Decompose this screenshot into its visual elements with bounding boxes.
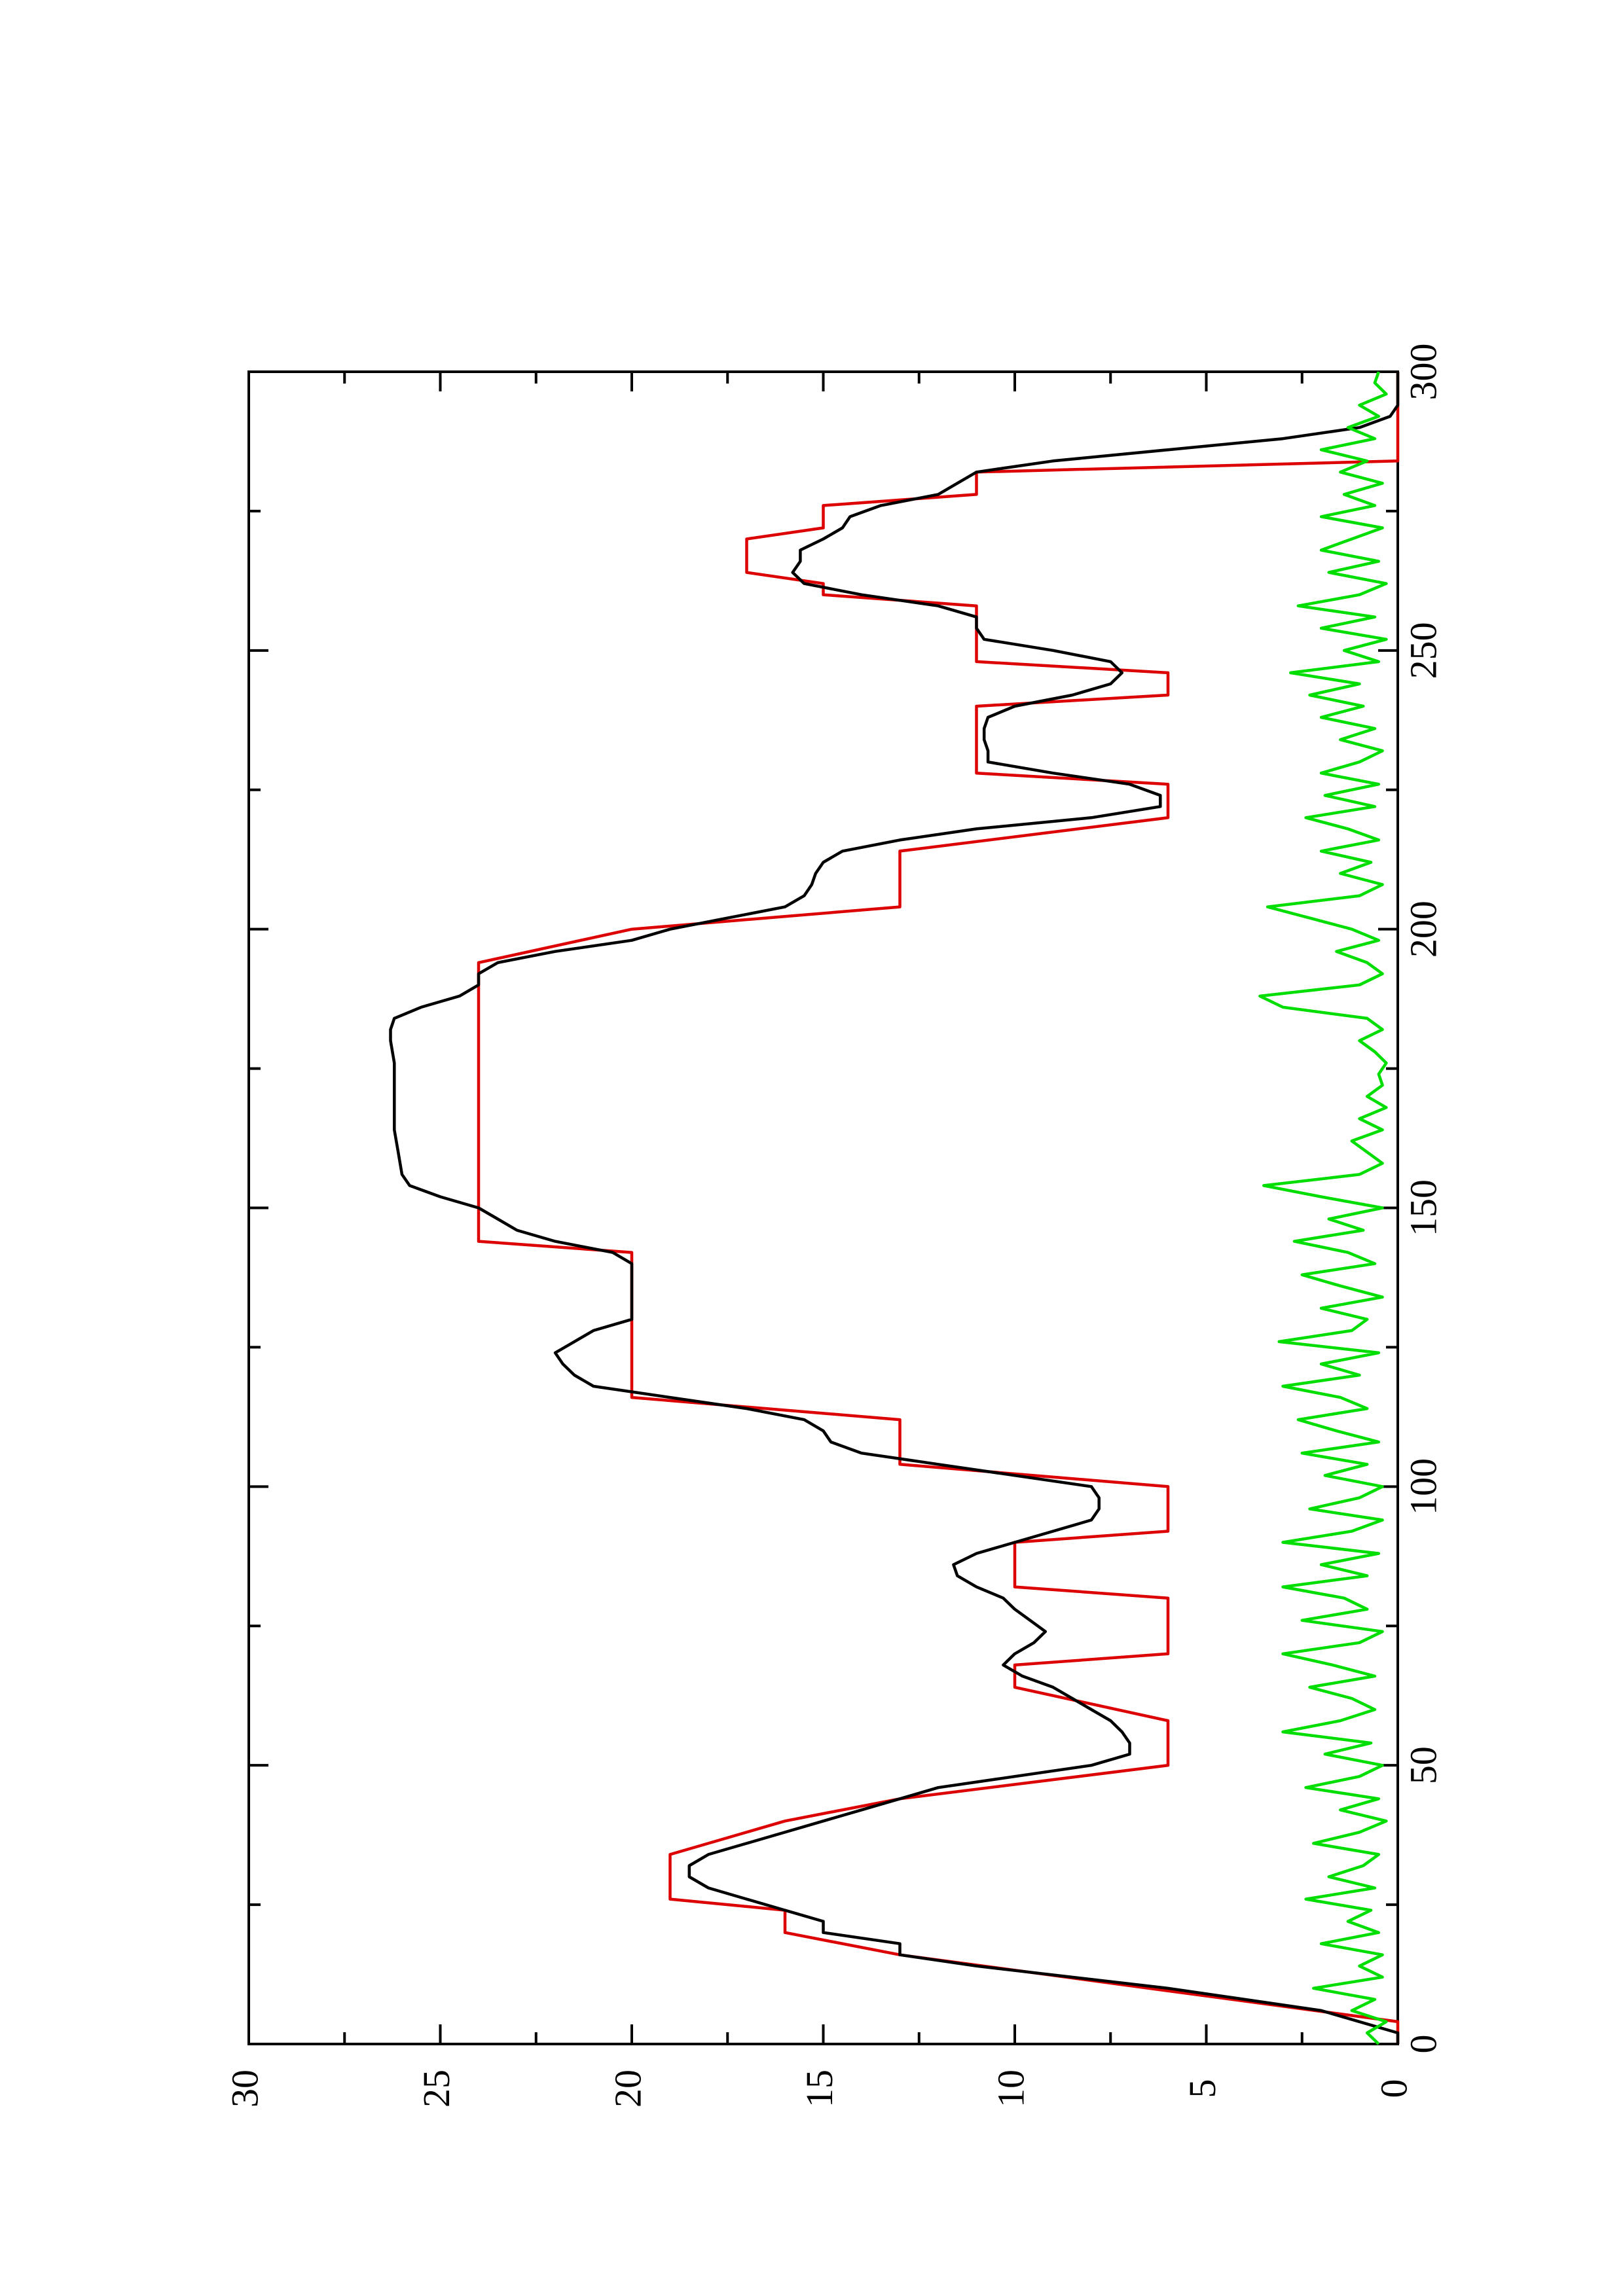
x-tick-label: 200	[1402, 901, 1444, 958]
series-line-2	[389, 372, 1400, 2044]
x-tick-label: 100	[1402, 1458, 1444, 1515]
x-tick-label: 300	[1402, 344, 1444, 401]
x-tick-label: 50	[1402, 1746, 1444, 1784]
x-tick-labels: 0 50 100 150 200 250 300	[1402, 344, 1444, 2054]
plot-frame	[247, 370, 1399, 2045]
y-tick-label: 30	[223, 2070, 266, 2108]
y-tick-labels: 0 5 10 15 20 25 30	[223, 2070, 1415, 2108]
y-tick-label: 15	[798, 2070, 841, 2108]
series-line-1	[477, 372, 1400, 2044]
series-line-3	[1258, 371, 1388, 2045]
y-tick-label: 5	[1181, 2079, 1224, 2098]
x-tick-label: 150	[1402, 1179, 1444, 1236]
series-layer	[389, 371, 1400, 2045]
x-tick-label: 0	[1402, 2035, 1444, 2054]
y-tick-label: 25	[415, 2070, 458, 2108]
y-tick-label: 0	[1372, 2079, 1415, 2098]
tick-marks	[247, 370, 1399, 2045]
x-tick-label: 250	[1402, 622, 1444, 679]
y-tick-label: 10	[989, 2070, 1032, 2108]
y-tick-label: 20	[606, 2070, 649, 2108]
